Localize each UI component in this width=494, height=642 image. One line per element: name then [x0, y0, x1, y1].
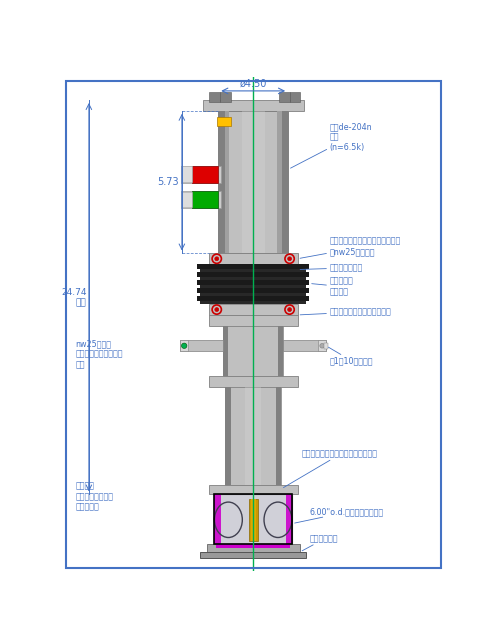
Bar: [198, 288, 309, 293]
Text: 软橡胶波纹
回气风管: 软橡胶波纹 回气风管: [312, 277, 353, 296]
Bar: [214, 494, 292, 544]
Circle shape: [288, 257, 291, 261]
Bar: [201, 277, 306, 280]
Text: nw25进气口
具有安全活层和可拆卸
阀门: nw25进气口 具有安全活层和可拆卸 阀门: [76, 340, 123, 369]
Bar: [201, 293, 306, 296]
Bar: [198, 264, 309, 268]
Bar: [225, 386, 281, 485]
Bar: [246, 386, 261, 485]
Bar: [218, 111, 288, 254]
Bar: [217, 117, 231, 126]
Bar: [218, 111, 224, 254]
Text: 6.00"o.d.可造对低温恒温器: 6.00"o.d.可造对低温恒温器: [294, 508, 384, 523]
Bar: [192, 166, 218, 182]
Text: ø4.50: ø4.50: [240, 78, 267, 89]
Bar: [279, 92, 289, 101]
Bar: [201, 552, 306, 559]
Bar: [180, 340, 223, 351]
Bar: [286, 494, 292, 544]
Bar: [220, 92, 231, 101]
Bar: [318, 340, 326, 351]
Bar: [225, 386, 231, 485]
Bar: [325, 343, 328, 349]
Text: 冷头可拆安装口法兰，带气三通，
与nw25软性气管: 冷头可拆安装口法兰，带气三通， 与nw25软性气管: [300, 237, 400, 258]
Bar: [206, 544, 300, 552]
Bar: [180, 340, 188, 351]
Bar: [214, 494, 221, 544]
Bar: [276, 386, 281, 485]
Circle shape: [320, 343, 325, 348]
Text: 24.74
大约: 24.74 大约: [61, 288, 86, 307]
Bar: [209, 92, 220, 101]
Text: 用于安装的孔: 用于安装的孔: [302, 535, 338, 551]
Bar: [282, 111, 288, 254]
Text: 磁性回气
冷却唐和定水器和
温度传感器: 磁性回气 冷却唐和定水器和 温度传感器: [76, 482, 114, 512]
Bar: [223, 325, 284, 376]
Text: 模型de-204n
冰管
(n=6.5k): 模型de-204n 冰管 (n=6.5k): [290, 122, 372, 168]
Bar: [181, 191, 221, 208]
Bar: [209, 376, 298, 386]
Bar: [201, 300, 306, 304]
Circle shape: [181, 343, 187, 349]
Circle shape: [288, 308, 291, 311]
Bar: [223, 325, 228, 376]
Bar: [198, 280, 309, 284]
Bar: [284, 340, 326, 351]
Bar: [216, 544, 290, 548]
Bar: [198, 272, 309, 277]
Bar: [181, 192, 192, 207]
Bar: [198, 296, 309, 300]
Bar: [201, 284, 306, 288]
Text: 上安装法兰法兰，零接触间隙: 上安装法兰法兰，零接触间隙: [300, 308, 391, 317]
Bar: [224, 111, 229, 254]
Bar: [209, 315, 298, 325]
Bar: [209, 485, 298, 494]
Bar: [181, 166, 192, 182]
Bar: [203, 100, 303, 111]
Bar: [192, 191, 218, 208]
Bar: [242, 111, 265, 254]
Circle shape: [215, 257, 219, 261]
Bar: [248, 499, 258, 541]
Text: 扼流和辐射屏蔽接口法兰，便于访问: 扼流和辐射屏蔽接口法兰，便于访问: [284, 450, 378, 487]
Bar: [209, 254, 298, 264]
Bar: [201, 268, 306, 272]
Text: 管道配器和减压: 管道配器和减压: [300, 263, 363, 272]
Bar: [278, 325, 284, 376]
Bar: [181, 166, 221, 182]
Bar: [277, 111, 282, 254]
Bar: [251, 499, 255, 541]
Bar: [289, 92, 300, 101]
Text: （1）10针电连接: （1）10针电连接: [329, 347, 372, 365]
Bar: [214, 494, 292, 544]
Circle shape: [215, 308, 219, 311]
Bar: [209, 304, 298, 315]
Text: 5.73: 5.73: [157, 177, 179, 187]
